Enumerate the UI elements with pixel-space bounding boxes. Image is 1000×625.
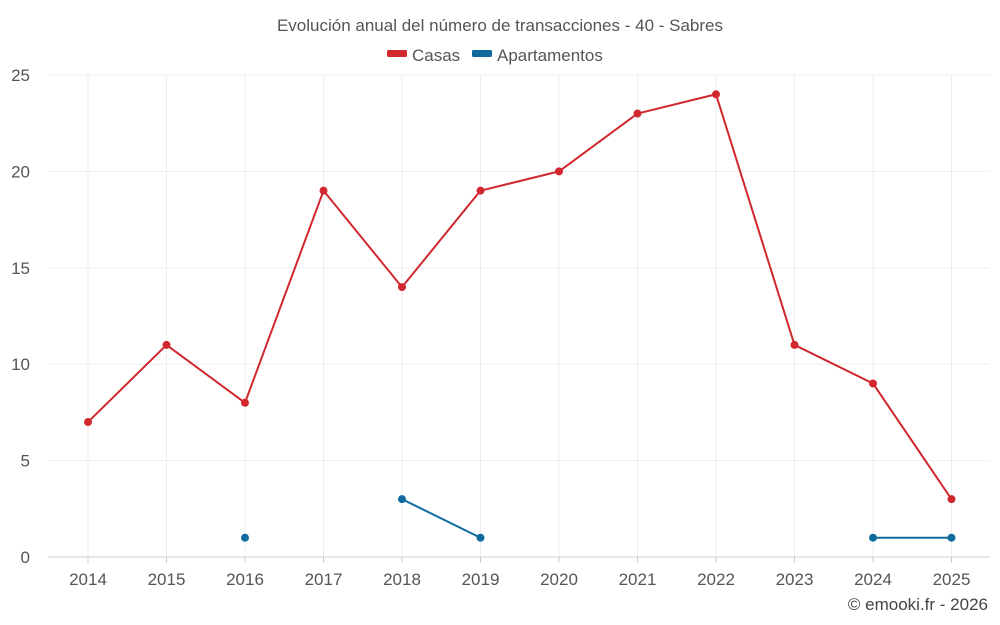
data-point-casas-2023[interactable] [790,340,799,349]
x-tick-label-2020: 2020 [540,570,578,589]
data-point-casas-2014[interactable] [84,418,92,427]
data-point-casas-2016[interactable] [241,398,249,407]
data-point-casas-2024[interactable] [869,379,877,388]
series-apartamentos [241,495,956,542]
data-point-apartamentos-2024[interactable] [869,533,877,542]
data-point-casas-2022[interactable] [712,90,720,99]
y-tick-label-20: 20 [11,162,30,181]
grid [48,74,990,557]
x-tick-label-2023: 2023 [776,570,814,589]
y-tick-label-5: 5 [21,452,30,471]
data-point-casas-2019[interactable] [476,186,485,195]
x-tick-label-2017: 2017 [305,570,343,589]
x-tick-label-2021: 2021 [619,570,657,589]
y-tick-label-25: 25 [11,66,30,85]
legend-label-casas[interactable]: Casas [412,46,460,65]
y-tick-label-10: 10 [11,355,30,374]
y-tick-label-0: 0 [21,548,30,567]
legend: Casas Apartamentos [387,46,603,65]
x-tick-label-2022: 2022 [697,570,735,589]
data-point-apartamentos-2016[interactable] [241,533,249,542]
data-point-casas-2021[interactable] [633,109,642,118]
x-tick-label-2025: 2025 [933,570,971,589]
legend-swatch-casas[interactable] [387,50,407,57]
series-line-casas-0 [87,93,953,500]
legend-swatch-apartamentos[interactable] [472,50,492,57]
x-tick-label-2024: 2024 [854,570,892,589]
series-line-apartamentos-1 [401,498,481,539]
data-point-apartamentos-2019[interactable] [476,533,485,542]
series-casas [84,90,956,504]
data-point-casas-2020[interactable] [555,167,563,176]
x-tick-label-2016: 2016 [226,570,264,589]
x-tick-label-2018: 2018 [383,570,421,589]
data-point-casas-2025[interactable] [947,495,956,504]
chart-title: Evolución anual del número de transaccio… [277,16,723,35]
data-point-casas-2015[interactable] [162,340,171,349]
data-point-apartamentos-2025[interactable] [947,533,956,542]
data-point-casas-2018[interactable] [398,283,406,292]
x-tick-label-2014: 2014 [69,570,107,589]
x-tick-label-2019: 2019 [462,570,500,589]
credit-text: © emooki.fr - 2026 [848,595,988,614]
plot-area [84,90,956,542]
legend-label-apartamentos[interactable]: Apartamentos [497,46,603,65]
y-tick-label-15: 15 [11,259,30,278]
x-tick-label-2015: 2015 [148,570,186,589]
data-point-casas-2017[interactable] [319,186,328,195]
data-point-apartamentos-2018[interactable] [398,495,406,504]
